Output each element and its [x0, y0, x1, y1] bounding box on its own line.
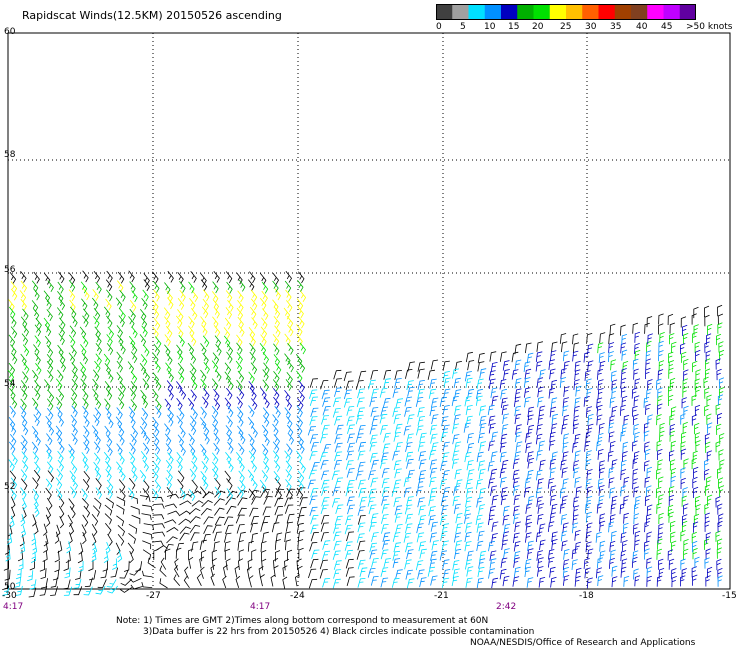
legend-label: 10 — [484, 22, 496, 32]
lat-label-58: 58 — [4, 150, 16, 160]
lon-label-minus18: -18 — [579, 591, 594, 601]
lon-label-minus30: -30 — [2, 591, 17, 601]
legend-label: 30 — [585, 22, 597, 32]
lon-label-minus21: -21 — [434, 591, 449, 601]
legend-swatch — [631, 4, 648, 20]
legend-swatch — [566, 4, 583, 20]
wind-speed-legend — [436, 4, 697, 24]
wind-barb-group — [2, 368, 487, 596]
legend-label: 40 — [636, 22, 648, 32]
time-label-1: 4:17 — [3, 602, 24, 612]
legend-label: 0 — [436, 22, 442, 32]
lat-lon-grid — [8, 33, 730, 589]
legend-label: 15 — [508, 22, 520, 32]
legend-swatch — [452, 4, 469, 20]
legend-label: 25 — [560, 22, 572, 32]
wind-barb-group — [7, 281, 725, 560]
legend-label: 5 — [460, 22, 466, 32]
map-title: Rapidscat Winds(12.5KM) 20150526 ascendi… — [22, 9, 282, 22]
legend-swatch — [517, 4, 534, 20]
legend-swatch — [549, 4, 567, 20]
legend-color-bar — [436, 4, 697, 20]
legend-swatch — [663, 4, 681, 20]
legend-label: 45 — [661, 22, 673, 32]
legend-label: 20 — [532, 22, 544, 32]
lon-label-minus15: -15 — [722, 591, 737, 601]
note-line-2: 3)Data buffer is 22 hrs from 20150526 4)… — [143, 627, 535, 637]
wind-barb-group — [8, 334, 725, 589]
legend-swatch — [582, 4, 599, 20]
time-label-2: 4:17 — [250, 602, 271, 612]
legend-swatch — [484, 4, 502, 20]
lon-label-minus27: -27 — [146, 591, 161, 601]
map-frame — [7, 32, 731, 590]
legend-swatch — [647, 4, 664, 20]
legend-swatch — [533, 4, 551, 20]
legend-label: >50 knots — [686, 22, 733, 32]
legend-border — [436, 4, 696, 20]
lat-label-54: 54 — [4, 379, 16, 389]
lat-label-52: 52 — [4, 482, 16, 492]
wind-barb-group — [8, 280, 307, 347]
legend-swatch — [614, 4, 632, 20]
note-line-1: Note: 1) Times are GMT 2)Times along bot… — [116, 616, 489, 626]
wind-barb-group — [164, 324, 724, 589]
legend-swatch — [436, 4, 453, 20]
lat-label-56: 56 — [4, 265, 16, 275]
lat-label-60: 60 — [4, 27, 16, 37]
lat-label-50: 50 — [4, 582, 16, 592]
legend-swatch — [598, 4, 616, 20]
wind-barb-group — [2, 270, 724, 598]
legend-swatch — [501, 4, 518, 20]
legend-swatch — [679, 4, 697, 20]
legend-swatch — [468, 4, 486, 20]
wind-map — [2, 32, 731, 598]
wind-barbs — [2, 270, 725, 598]
credit-line: NOAA/NESDIS/Office of Research and Appli… — [470, 638, 696, 648]
legend-label: 35 — [610, 22, 622, 32]
lon-label-minus24: -24 — [290, 591, 305, 601]
wind-barb-group — [8, 279, 306, 412]
time-label-3: 2:42 — [496, 602, 517, 612]
